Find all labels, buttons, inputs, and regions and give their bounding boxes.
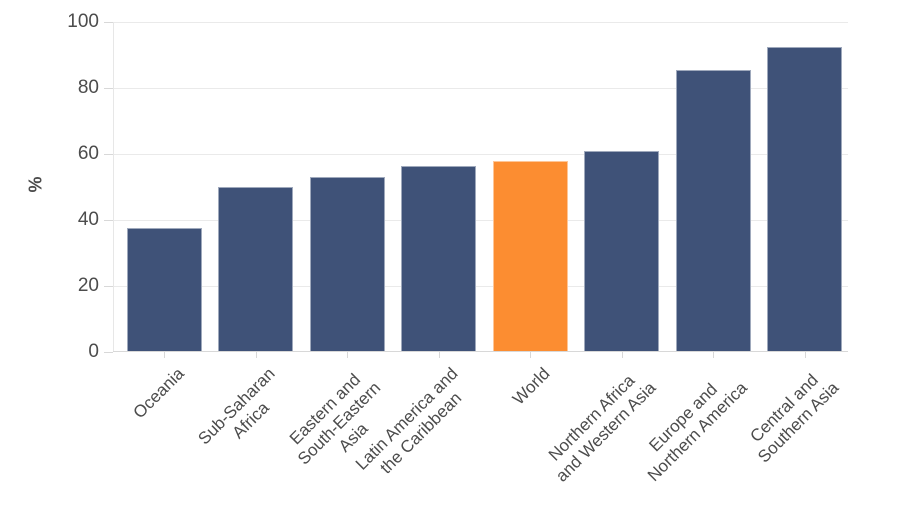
y-axis-line [113, 22, 114, 352]
bar-world [492, 160, 568, 352]
y-tick-label-40: 40 [77, 209, 99, 230]
bar-latin-america-and-the-caribbean [401, 165, 476, 352]
bar-eastern-and-south-eastern-asia [309, 177, 385, 352]
x-tick-mark-latin-america-and-the-caribbean [438, 352, 440, 358]
y-tick-mark-40 [104, 220, 113, 221]
gridline-40 [113, 220, 848, 221]
x-tick-mark-eastern-and-south-eastern-asia [347, 352, 348, 358]
x-tick-label-sub-saharan-africa: Sub-Saharan Africa [194, 364, 279, 449]
y-tick-mark-20 [104, 286, 113, 287]
bar-central-and-southern-asia [767, 46, 842, 352]
x-tick-mark-oceania [164, 352, 165, 358]
x-axis-line [113, 351, 848, 352]
y-axis-title: % [25, 176, 46, 193]
gridline-60 [113, 154, 848, 155]
x-tick-label-central-and-southern-asia: Central and Southern Asia [745, 370, 843, 467]
bar-europe-and-northern-america [675, 69, 751, 352]
gridline-20 [113, 286, 848, 287]
x-tick-mark-world [530, 352, 531, 358]
gridline-80 [113, 88, 848, 89]
y-tick-label-80: 80 [77, 77, 99, 98]
y-tick-label-20: 20 [77, 275, 99, 296]
bar-oceania [126, 228, 202, 352]
gridline-100 [113, 22, 848, 23]
y-tick-mark-100 [104, 22, 113, 23]
x-tick-mark-europe-and-northern-america [713, 352, 714, 358]
plot-area [113, 22, 848, 352]
x-tick-label-world: World [508, 364, 554, 409]
x-tick-label-oceania: Oceania [129, 364, 188, 423]
y-tick-label-100: 100 [67, 11, 99, 32]
bar-sub-saharan-africa [218, 187, 293, 352]
x-tick-mark-central-and-southern-asia [804, 352, 806, 358]
y-tick-mark-60 [104, 154, 113, 155]
bar-northern-africa-and-western-asia [584, 150, 659, 352]
x-tick-mark-sub-saharan-africa [255, 352, 257, 358]
y-tick-mark-0 [104, 352, 113, 353]
y-tick-label-60: 60 [77, 143, 99, 164]
y-tick-mark-80 [104, 88, 113, 89]
y-tick-label-0: 0 [88, 341, 99, 362]
x-tick-mark-northern-africa-and-western-asia [621, 352, 623, 358]
